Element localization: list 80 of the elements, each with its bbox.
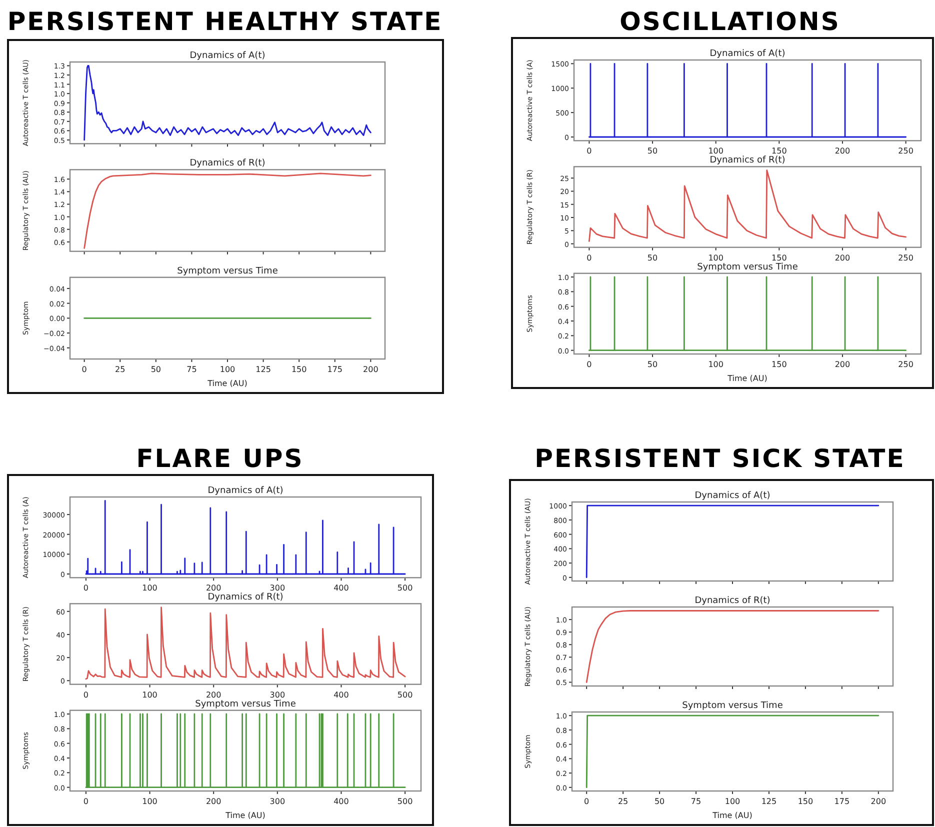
x-tick-label: 0: [584, 797, 590, 806]
x-tick-label: 125: [761, 797, 777, 806]
x-tick-label: 150: [772, 146, 787, 156]
x-tick-label: 100: [708, 360, 724, 369]
x-tick-label: 200: [363, 365, 378, 374]
x-tick-label: 0: [586, 253, 592, 262]
x-tick-label: 75: [690, 797, 702, 806]
x-tick-label: 100: [142, 690, 158, 700]
x-tick-label: 150: [772, 360, 787, 369]
x-tick-label: 100: [142, 797, 158, 806]
x-tick-label: 400: [334, 584, 349, 593]
x-tick-label: 200: [834, 146, 850, 156]
x-tick-label: 200: [834, 253, 850, 262]
x-tick-label: 175: [834, 797, 850, 806]
x-tick-label: 200: [834, 360, 850, 369]
chart-title: PERSISTENT HEALTHY STATE: [7, 7, 443, 36]
line-series: [85, 500, 406, 575]
x-tick-label: 150: [798, 797, 814, 806]
x-tick-label: 25: [618, 797, 628, 806]
x-tick-label: 200: [206, 690, 222, 700]
chart-title: Dynamics of R(t): [710, 156, 786, 166]
x-tick-label: 0: [586, 146, 592, 156]
x-tick-label: 50: [654, 797, 665, 806]
x-tick-label: 50: [647, 146, 658, 156]
x-tick-label: 300: [270, 584, 286, 593]
chart-title: PERSISTENT SICK STATE: [534, 444, 906, 473]
x-tick-label: 75: [186, 365, 197, 374]
x-tick-label: 100: [724, 797, 740, 806]
x-tick-label: 250: [898, 253, 914, 262]
x-tick-label: 0: [83, 584, 88, 593]
line-series: [84, 65, 372, 141]
x-tick-label: 300: [270, 797, 286, 806]
x-tick-label: 175: [327, 365, 343, 374]
chart-title: Symptom versus Time: [697, 262, 798, 272]
chart-title: Dynamics of R(t): [190, 158, 266, 169]
x-tick-label: 0: [83, 690, 88, 700]
x-tick-label: 50: [647, 253, 658, 262]
chart-subtitle: Dynamics of A(t): [694, 491, 770, 501]
line-series: [85, 606, 406, 680]
x-axis-title: Time (AU): [726, 374, 768, 383]
chart-subtitle: Dynamics of A(t): [208, 486, 284, 496]
x-tick-label: 500: [397, 690, 413, 700]
x-tick-label: 250: [898, 360, 914, 369]
x-tick-label: 400: [334, 797, 349, 806]
x-tick-label: 100: [708, 253, 724, 262]
chart-title: Symptom versus Time: [195, 699, 296, 710]
x-tick-label: 100: [708, 146, 724, 156]
line-series: [586, 610, 880, 683]
chart-title: Dynamics of R(t): [694, 596, 770, 606]
x-tick-label: 0: [82, 365, 87, 374]
chart-title: FLARE UPS: [136, 444, 304, 473]
x-axis-title: Time (AU): [712, 811, 752, 820]
x-tick-label: 50: [150, 365, 162, 374]
x-tick-label: 125: [256, 365, 271, 374]
x-tick-label: 200: [870, 797, 886, 806]
line-series: [588, 170, 907, 242]
chart-title: OSCILLATIONS: [620, 7, 840, 36]
x-axis-title: Time (AU): [224, 811, 266, 820]
chart-subtitle: Dynamics of A(t): [710, 49, 786, 59]
x-axis-title: Time (AU): [206, 379, 248, 388]
x-tick-label: 200: [206, 584, 222, 593]
x-tick-label: 500: [397, 584, 413, 593]
x-tick-label: 25: [115, 365, 126, 374]
x-tick-label: 200: [206, 797, 222, 806]
x-tick-label: 150: [291, 365, 307, 374]
chart-title: Symptom versus Time: [177, 266, 278, 276]
x-tick-label: 500: [397, 797, 413, 806]
x-tick-label: 400: [334, 690, 349, 700]
chart-subtitle: Dynamics of A(t): [190, 51, 266, 61]
x-tick-label: 100: [220, 365, 236, 374]
chart-title: Dynamics of R(t): [208, 592, 284, 603]
x-tick-label: 300: [270, 690, 286, 700]
x-tick-label: 50: [647, 360, 658, 369]
x-tick-label: 150: [772, 253, 787, 262]
x-tick-label: 0: [586, 360, 592, 369]
x-tick-label: 100: [142, 584, 158, 593]
line-series: [84, 172, 372, 249]
x-tick-label: 250: [898, 146, 914, 156]
x-tick-label: 0: [83, 797, 88, 806]
chart-title: Symptom versus Time: [682, 701, 784, 711]
